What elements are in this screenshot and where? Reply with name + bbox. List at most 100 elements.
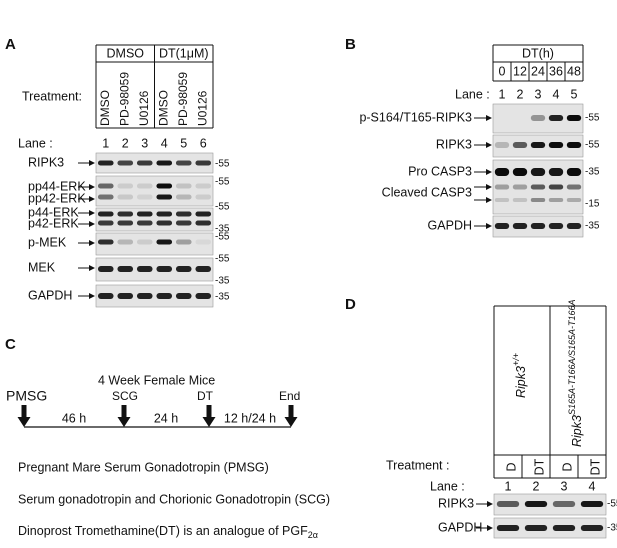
- band: [156, 239, 173, 245]
- band: [97, 211, 114, 217]
- treatment: DT: [532, 458, 546, 475]
- treatment: D: [560, 462, 574, 471]
- treatment-label: Treatment :: [386, 458, 449, 472]
- treatment: DMSO: [98, 90, 112, 126]
- band: [566, 115, 582, 121]
- note: Pregnant Mare Serum Gonadotropin (PMSG): [18, 460, 269, 474]
- band: [552, 525, 576, 531]
- blot-label: p-MEK: [28, 235, 67, 249]
- band: [175, 211, 192, 217]
- arrow-head: [486, 223, 492, 229]
- band: [496, 525, 520, 531]
- lane-label: Lane :: [430, 479, 465, 493]
- mw-marker: -35: [607, 523, 617, 534]
- band: [494, 168, 510, 176]
- group-label: DMSO: [107, 46, 145, 60]
- band: [548, 142, 564, 148]
- band: [566, 184, 582, 190]
- lane-number: 3: [561, 479, 568, 493]
- mw-marker: -55: [607, 499, 617, 510]
- band: [117, 160, 134, 166]
- band: [195, 183, 212, 189]
- event: SCG: [112, 389, 138, 403]
- blot-label: GAPDH: [428, 218, 472, 232]
- band: [156, 194, 173, 200]
- note: Dinoprost Tromethamine(DT) is an analogu…: [18, 524, 318, 540]
- band: [136, 293, 153, 299]
- blot: [493, 493, 607, 516]
- interval: 24 h: [154, 411, 178, 425]
- lane-label: Lane :: [18, 136, 53, 150]
- arrow-head: [89, 293, 95, 299]
- panel-label: C: [5, 336, 16, 353]
- arrow-head: [89, 160, 95, 166]
- group-label: DT(1μM): [159, 46, 209, 60]
- lane-number: 1: [102, 136, 109, 150]
- band: [548, 115, 564, 121]
- blot-label: p42-ERK: [28, 216, 79, 230]
- treatment: DT: [588, 458, 602, 475]
- band: [175, 220, 192, 226]
- mw-marker: -35: [585, 167, 600, 178]
- event: End: [279, 389, 300, 403]
- mw-marker: -55: [585, 113, 600, 124]
- band: [156, 160, 173, 166]
- header: DT(h): [522, 46, 554, 60]
- band: [156, 211, 173, 217]
- band: [552, 501, 576, 507]
- note-sub: 2α: [308, 530, 318, 540]
- arrow-head: [89, 184, 95, 190]
- lane-number: 4: [589, 479, 596, 493]
- band: [512, 184, 528, 190]
- time: 48: [567, 64, 581, 78]
- arrow-head: [486, 142, 492, 148]
- band: [117, 194, 134, 200]
- band: [195, 220, 212, 226]
- band: [580, 525, 604, 531]
- band: [117, 266, 134, 272]
- mw-marker: -15: [585, 199, 600, 210]
- genotype-sup: +/+: [511, 353, 521, 366]
- blot: [493, 517, 607, 539]
- band: [97, 293, 114, 299]
- lane-number: 5: [571, 87, 578, 101]
- band: [117, 220, 134, 226]
- band: [117, 293, 134, 299]
- band: [136, 266, 153, 272]
- band: [117, 211, 134, 217]
- band: [496, 501, 520, 507]
- arrow-head: [486, 184, 492, 190]
- band: [548, 223, 564, 229]
- band: [566, 142, 582, 148]
- arrow-head: [487, 525, 493, 531]
- genotype-sup: S165A-T166A/S165A-T166A: [567, 299, 577, 415]
- treatment: DMSO: [156, 90, 170, 126]
- blot-label: GAPDH: [438, 520, 482, 534]
- band: [195, 293, 212, 299]
- event-arrow: [17, 405, 31, 427]
- lane-number: 3: [535, 87, 542, 101]
- band: [117, 239, 134, 245]
- band: [195, 211, 212, 217]
- genotype-base: Ripk3: [570, 415, 584, 447]
- lane-number: 5: [180, 136, 187, 150]
- lane-number: 3: [141, 136, 148, 150]
- band: [494, 223, 510, 229]
- band: [117, 183, 134, 189]
- band: [175, 266, 192, 272]
- band: [494, 198, 510, 202]
- panel-label: B: [345, 36, 356, 53]
- mw-marker: -35: [215, 276, 230, 287]
- band: [97, 266, 114, 272]
- band: [548, 168, 564, 176]
- genotype: Ripk3+/+: [511, 353, 528, 398]
- band: [524, 501, 548, 507]
- band: [524, 525, 548, 531]
- band: [512, 223, 528, 229]
- blot-label: RIPK3: [438, 496, 474, 510]
- mw-marker: -55: [585, 140, 600, 151]
- blot-label: pp42-ERK: [28, 191, 86, 205]
- note: Serum gonadotropin and Chorionic Gonadot…: [18, 492, 330, 506]
- event: PMSG: [6, 388, 47, 404]
